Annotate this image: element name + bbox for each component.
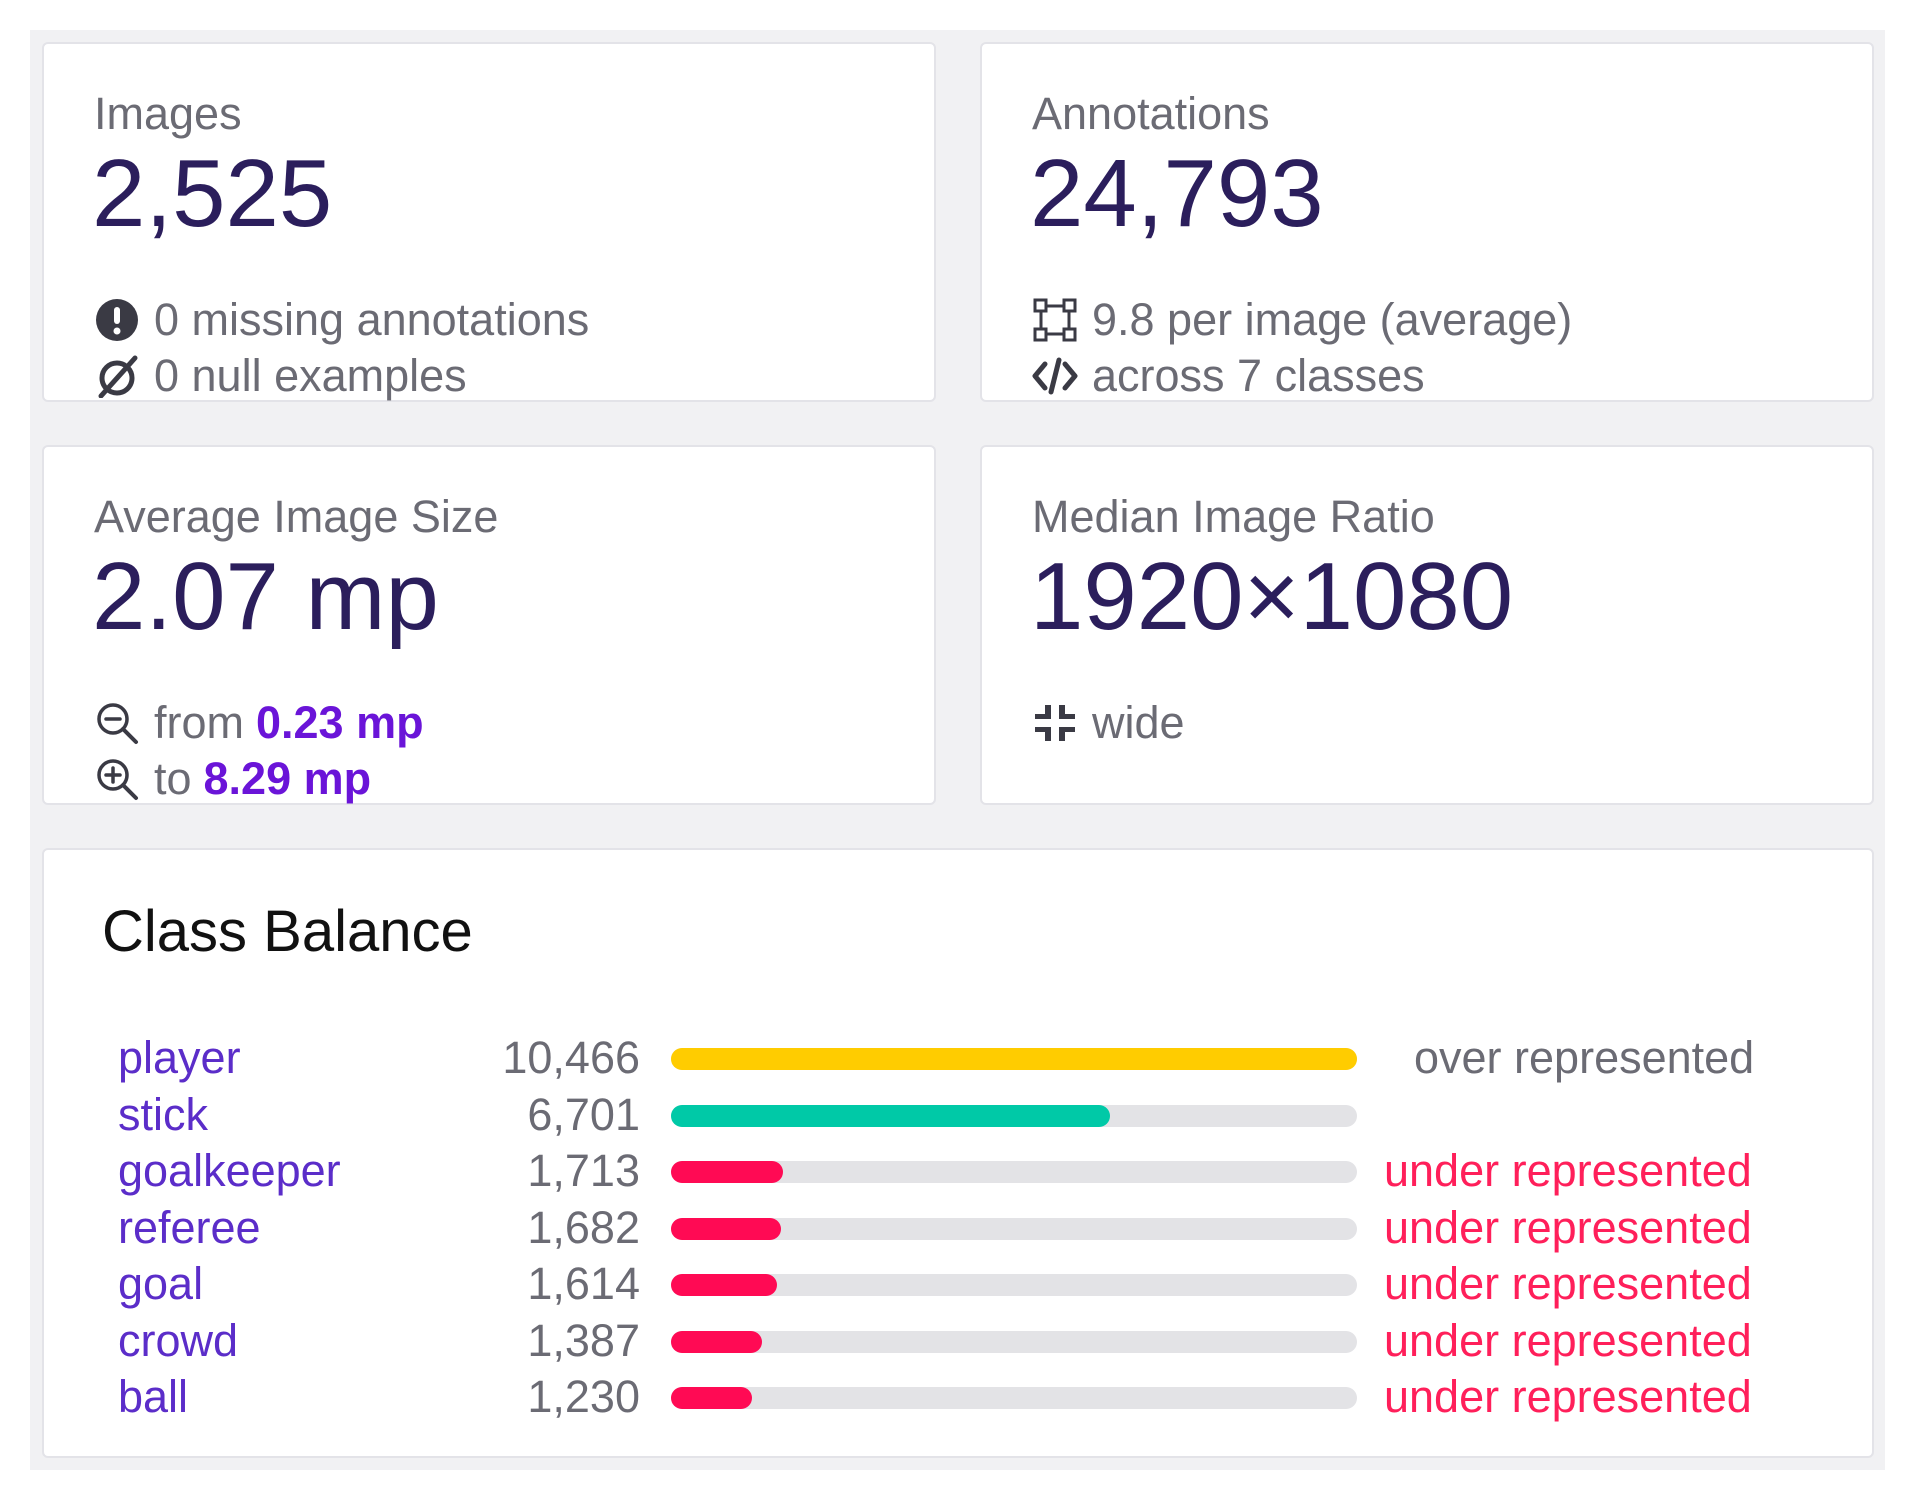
class-name[interactable]: ball — [118, 1371, 189, 1422]
classes-line: across 7 classes — [1032, 350, 1425, 402]
class-bar-track — [671, 1274, 1357, 1296]
zoom-out-icon — [94, 700, 140, 746]
class-bar-fill — [671, 1330, 762, 1353]
class-status: over represented — [1414, 1032, 1755, 1083]
class-row-ball: ball 1,230 under represented — [44, 1369, 1872, 1425]
size-to-label: to — [154, 753, 192, 804]
class-count: 6,701 — [527, 1088, 640, 1140]
size-to-line: to 8.29 mp — [94, 753, 371, 805]
images-card: Images 2,525 0 missing annotations 0 nul… — [42, 42, 936, 402]
dataset-health-panel: Images 2,525 0 missing annotations 0 nul… — [30, 30, 1885, 1470]
size-from-label: from — [154, 697, 244, 748]
class-bar-fill — [671, 1161, 784, 1183]
class-status: under represented — [1384, 1201, 1752, 1253]
class-name[interactable]: goal — [118, 1258, 204, 1309]
code-icon — [1032, 353, 1078, 399]
class-bar-fill — [671, 1104, 1111, 1127]
annotations-count: 24,793 — [1030, 140, 1324, 247]
class-status: under represented — [1384, 1258, 1752, 1309]
class-status: under represented — [1384, 1145, 1752, 1196]
size-to-value: 8.29 mp — [203, 753, 372, 804]
image-ratio-value: 1920×1080 — [1030, 543, 1514, 650]
class-row-goalkeeper: goalkeeper 1,713 under represented — [44, 1143, 1872, 1199]
class-bar-track — [671, 1104, 1357, 1127]
class-row-crowd: crowd 1,387 under represented — [44, 1313, 1872, 1369]
class-row-stick: stick 6,701 — [44, 1087, 1872, 1143]
class-bar-fill — [671, 1217, 782, 1240]
null-examples-line: 0 null examples — [94, 350, 467, 402]
annotations-card: Annotations 24,793 9.8 per image (averag… — [980, 42, 1874, 402]
class-status: under represented — [1384, 1314, 1752, 1366]
missing-annotations-line: 0 missing annotations — [94, 294, 589, 346]
class-status: under represented — [1384, 1371, 1752, 1422]
class-bar-track — [671, 1330, 1357, 1353]
class-bar-fill — [671, 1274, 777, 1296]
class-name[interactable]: referee — [118, 1201, 261, 1253]
class-bar-track — [671, 1048, 1357, 1070]
image-ratio-label: Median Image Ratio — [1032, 491, 1435, 542]
class-row-goal: goal 1,614 under represented — [44, 1256, 1872, 1312]
class-name[interactable]: stick — [118, 1088, 208, 1140]
annotations-label: Annotations — [1032, 88, 1270, 139]
class-balance-card: Class Balance player 10,466 over represent… — [42, 848, 1874, 1458]
class-bar-fill — [671, 1387, 752, 1409]
class-name[interactable]: goalkeeper — [118, 1145, 341, 1196]
average-image-size-card: Average Image Size 2.07 mp from 0.23 mp … — [42, 445, 936, 805]
class-count: 1,387 — [527, 1314, 640, 1366]
zoom-in-icon — [94, 756, 140, 802]
per-image-text: 9.8 per image (average) — [1092, 294, 1573, 345]
class-bar-track — [671, 1387, 1357, 1409]
size-from-line: from 0.23 mp — [94, 697, 424, 749]
class-name[interactable]: player — [118, 1032, 241, 1083]
class-balance-title: Class Balance — [102, 899, 473, 964]
classes-text: across 7 classes — [1092, 350, 1425, 401]
null-examples-text: 0 null examples — [154, 350, 467, 401]
median-image-ratio-card: Median Image Ratio 1920×1080 wide — [980, 445, 1874, 805]
class-bar-track — [671, 1161, 1357, 1183]
class-name[interactable]: crowd — [118, 1314, 239, 1366]
size-from-value: 0.23 mp — [256, 697, 424, 748]
class-count: 1,713 — [527, 1145, 640, 1196]
class-count: 1,230 — [527, 1371, 640, 1422]
class-count: 1,682 — [527, 1201, 640, 1253]
ratio-shape-text: wide — [1092, 697, 1185, 748]
class-row-referee: referee 1,682 under represented — [44, 1200, 1872, 1256]
class-count: 10,466 — [502, 1032, 640, 1083]
images-label: Images — [94, 88, 242, 139]
image-size-value: 2.07 mp — [92, 543, 439, 650]
class-bar-track — [671, 1217, 1357, 1240]
per-image-line: 9.8 per image (average) — [1032, 294, 1572, 346]
image-size-label: Average Image Size — [94, 491, 499, 542]
compress-icon — [1032, 700, 1078, 746]
empty-set-icon — [94, 353, 140, 399]
ratio-shape-line: wide — [1032, 697, 1185, 749]
missing-annotations-text: 0 missing annotations — [154, 294, 590, 345]
class-count: 1,614 — [527, 1258, 640, 1309]
images-count: 2,525 — [92, 140, 333, 247]
bounding-box-icon — [1032, 297, 1078, 343]
class-bar-fill — [671, 1048, 1357, 1070]
exclamation-circle-icon — [94, 297, 140, 343]
class-row-player: player 10,466 over represented — [44, 1030, 1872, 1086]
